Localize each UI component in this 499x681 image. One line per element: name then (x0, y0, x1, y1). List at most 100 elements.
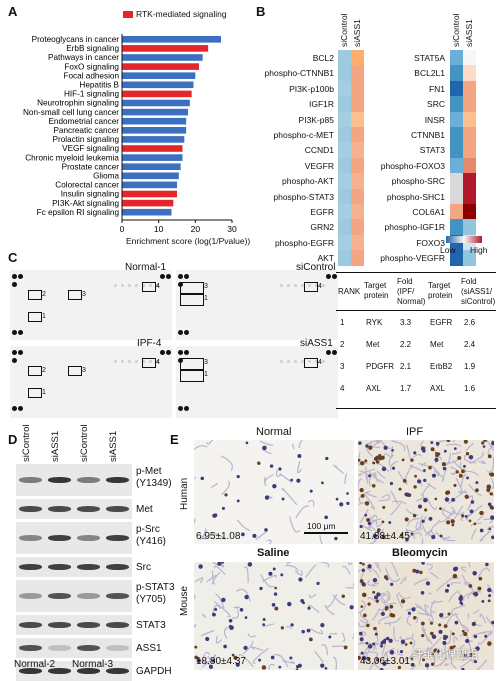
array-spot-8 (121, 284, 124, 287)
cell-nucleus (402, 458, 405, 461)
cell-nucleus (391, 449, 394, 452)
right-row-label-4: INSR (327, 115, 445, 125)
blot-band-1-0 (19, 506, 42, 512)
cell-nucleus (415, 570, 419, 574)
cell-nucleus (423, 498, 428, 503)
cell-nucleus (466, 476, 469, 479)
cell-nucleus (430, 632, 434, 636)
row-label-mouse: Mouse (180, 586, 190, 616)
blot-row-label-1: Met (136, 504, 180, 516)
array-spot-57 (322, 284, 325, 287)
cell-nucleus (422, 520, 425, 523)
blot-band-5-1 (48, 622, 71, 628)
cell-nucleus (469, 520, 472, 523)
blot-row-label-3: Src (136, 562, 180, 574)
x-tick-label-2: 20 (191, 224, 201, 234)
panel-e-letter: E (170, 432, 179, 447)
cell-nucleus (380, 645, 383, 648)
box-number-61: 4 (318, 282, 322, 292)
cell-nucleus (431, 535, 435, 539)
reference-spot-25 (12, 406, 17, 411)
highlight-box-16 (68, 290, 82, 300)
cell-nucleus (324, 515, 328, 519)
table-cell-0-0: 1 (340, 318, 344, 327)
cell-nucleus (385, 608, 388, 611)
blot-band-4-2 (77, 593, 100, 599)
cell-nucleus (325, 457, 328, 460)
cell-nucleus (443, 635, 446, 638)
reference-spot-44 (178, 274, 183, 279)
box-number-59: 3 (204, 282, 208, 292)
cell-nucleus (390, 583, 393, 586)
right-row-label-12: FOXO3 (327, 238, 445, 248)
blot-band-6-0 (19, 645, 42, 651)
cell-nucleus (406, 493, 410, 497)
col-label-normal: Normal (256, 427, 291, 437)
blot-band-3-0 (19, 564, 42, 570)
cell-nucleus (320, 663, 324, 667)
array-spot-31 (128, 360, 131, 363)
cell-nucleus (325, 667, 328, 670)
table-cell-0-4: 2.6 (464, 318, 475, 327)
left-cell-2-1 (351, 81, 364, 96)
highlight-box-14 (28, 290, 42, 300)
reference-spot-65 (184, 350, 189, 355)
left-cell-9-1 (351, 189, 364, 204)
cell-nucleus (451, 519, 455, 523)
cell-nucleus (423, 469, 426, 472)
left-cell-8-0 (338, 173, 351, 188)
cell-nucleus (307, 607, 310, 610)
table-cell-1-3: Met (430, 340, 443, 349)
cell-nucleus (194, 646, 197, 649)
highlight-box-62 (180, 294, 204, 306)
cell-nucleus (367, 602, 370, 605)
bar-19 (122, 209, 172, 216)
cell-nucleus (454, 567, 458, 571)
left-cell-7-1 (351, 158, 364, 173)
array-spot-29 (114, 360, 117, 363)
left-cell-13-1 (351, 250, 364, 265)
left-cell-2-0 (338, 81, 351, 96)
cell-nucleus (444, 624, 448, 628)
bar-0 (122, 36, 221, 43)
cell-nucleus (298, 577, 302, 581)
cell-nucleus (470, 510, 474, 514)
bar-11 (122, 136, 184, 143)
cell-nucleus (434, 458, 438, 462)
cell-nucleus (461, 514, 464, 517)
blot-band-5-3 (106, 622, 129, 628)
cell-nucleus (382, 520, 385, 523)
value-ipf: 41.88±4.45* (360, 532, 414, 542)
cell-nucleus (229, 625, 232, 628)
cell-nucleus (431, 663, 434, 666)
cell-nucleus (360, 525, 363, 528)
blot-band-3-1 (48, 564, 71, 570)
cell-nucleus (224, 493, 227, 496)
cell-nucleus (414, 475, 417, 478)
col-label-ipf: IPF (406, 427, 423, 437)
cell-nucleus (413, 514, 416, 517)
reference-spot-64 (178, 350, 183, 355)
blot-band-4-0 (19, 593, 42, 599)
category-label-18: PI3K-Akt signaling (52, 199, 119, 208)
left-cell-13-0 (338, 250, 351, 265)
cell-nucleus (360, 461, 364, 465)
right-cell-3-1 (463, 96, 476, 111)
cell-nucleus (244, 595, 248, 599)
right-row-label-0: STAT5A (327, 53, 445, 63)
cell-nucleus (367, 564, 371, 568)
cell-nucleus (465, 639, 469, 643)
array-spot-7 (114, 284, 117, 287)
cell-nucleus (436, 442, 440, 446)
bar-14 (122, 163, 181, 170)
left-cell-10-1 (351, 204, 364, 219)
right-row-label-13: phospho-VEGFR (327, 253, 445, 263)
cell-nucleus (488, 599, 491, 602)
cell-nucleus (446, 520, 450, 524)
right-col-label-1: siASS1 (464, 19, 474, 47)
cell-nucleus (419, 571, 422, 574)
box-number-39: 3 (82, 366, 86, 376)
cell-nucleus (212, 613, 216, 617)
left-cell-5-1 (351, 127, 364, 142)
array-spot-30 (121, 360, 124, 363)
